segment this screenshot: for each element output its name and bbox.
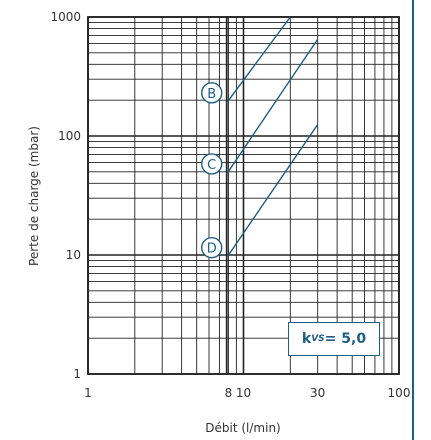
y-tick-1: 1 (73, 367, 81, 381)
x-tick-10: 10 (236, 386, 251, 400)
kvs-subscript: VS (311, 334, 325, 344)
series-layer: B C D (201, 16, 319, 259)
y-tick-100: 100 (58, 129, 81, 143)
plot-frame (87, 16, 400, 375)
series-marker-C (201, 153, 223, 175)
x-tick-100: 100 (388, 386, 411, 400)
series-line-B (226, 16, 291, 104)
page-right-rule (412, 0, 414, 440)
series-label-B: B (207, 87, 216, 102)
y-tick-10: 10 (66, 248, 81, 262)
y-axis-title: Perte de charge (mbar) (27, 126, 41, 266)
x-tick-8: 8 (225, 386, 233, 400)
x-axis-title: Débit (l/min) (205, 421, 280, 435)
kvs-prefix: k (301, 331, 312, 347)
series-label-D: D (207, 242, 217, 257)
kvs-value: = 5,0 (324, 331, 367, 347)
major-gridlines (87, 16, 400, 375)
x-tick-30: 30 (310, 386, 325, 400)
y-tick-1000: 1000 (50, 10, 81, 24)
series-line-C (226, 38, 319, 175)
series-line-D (226, 124, 319, 259)
series-marker-D (201, 236, 223, 259)
series-marker-B (201, 82, 223, 104)
kvs-annotation: k VS = 5,0 (288, 322, 380, 356)
series-label-C: C (207, 158, 216, 173)
x-tick-1: 1 (84, 386, 92, 400)
